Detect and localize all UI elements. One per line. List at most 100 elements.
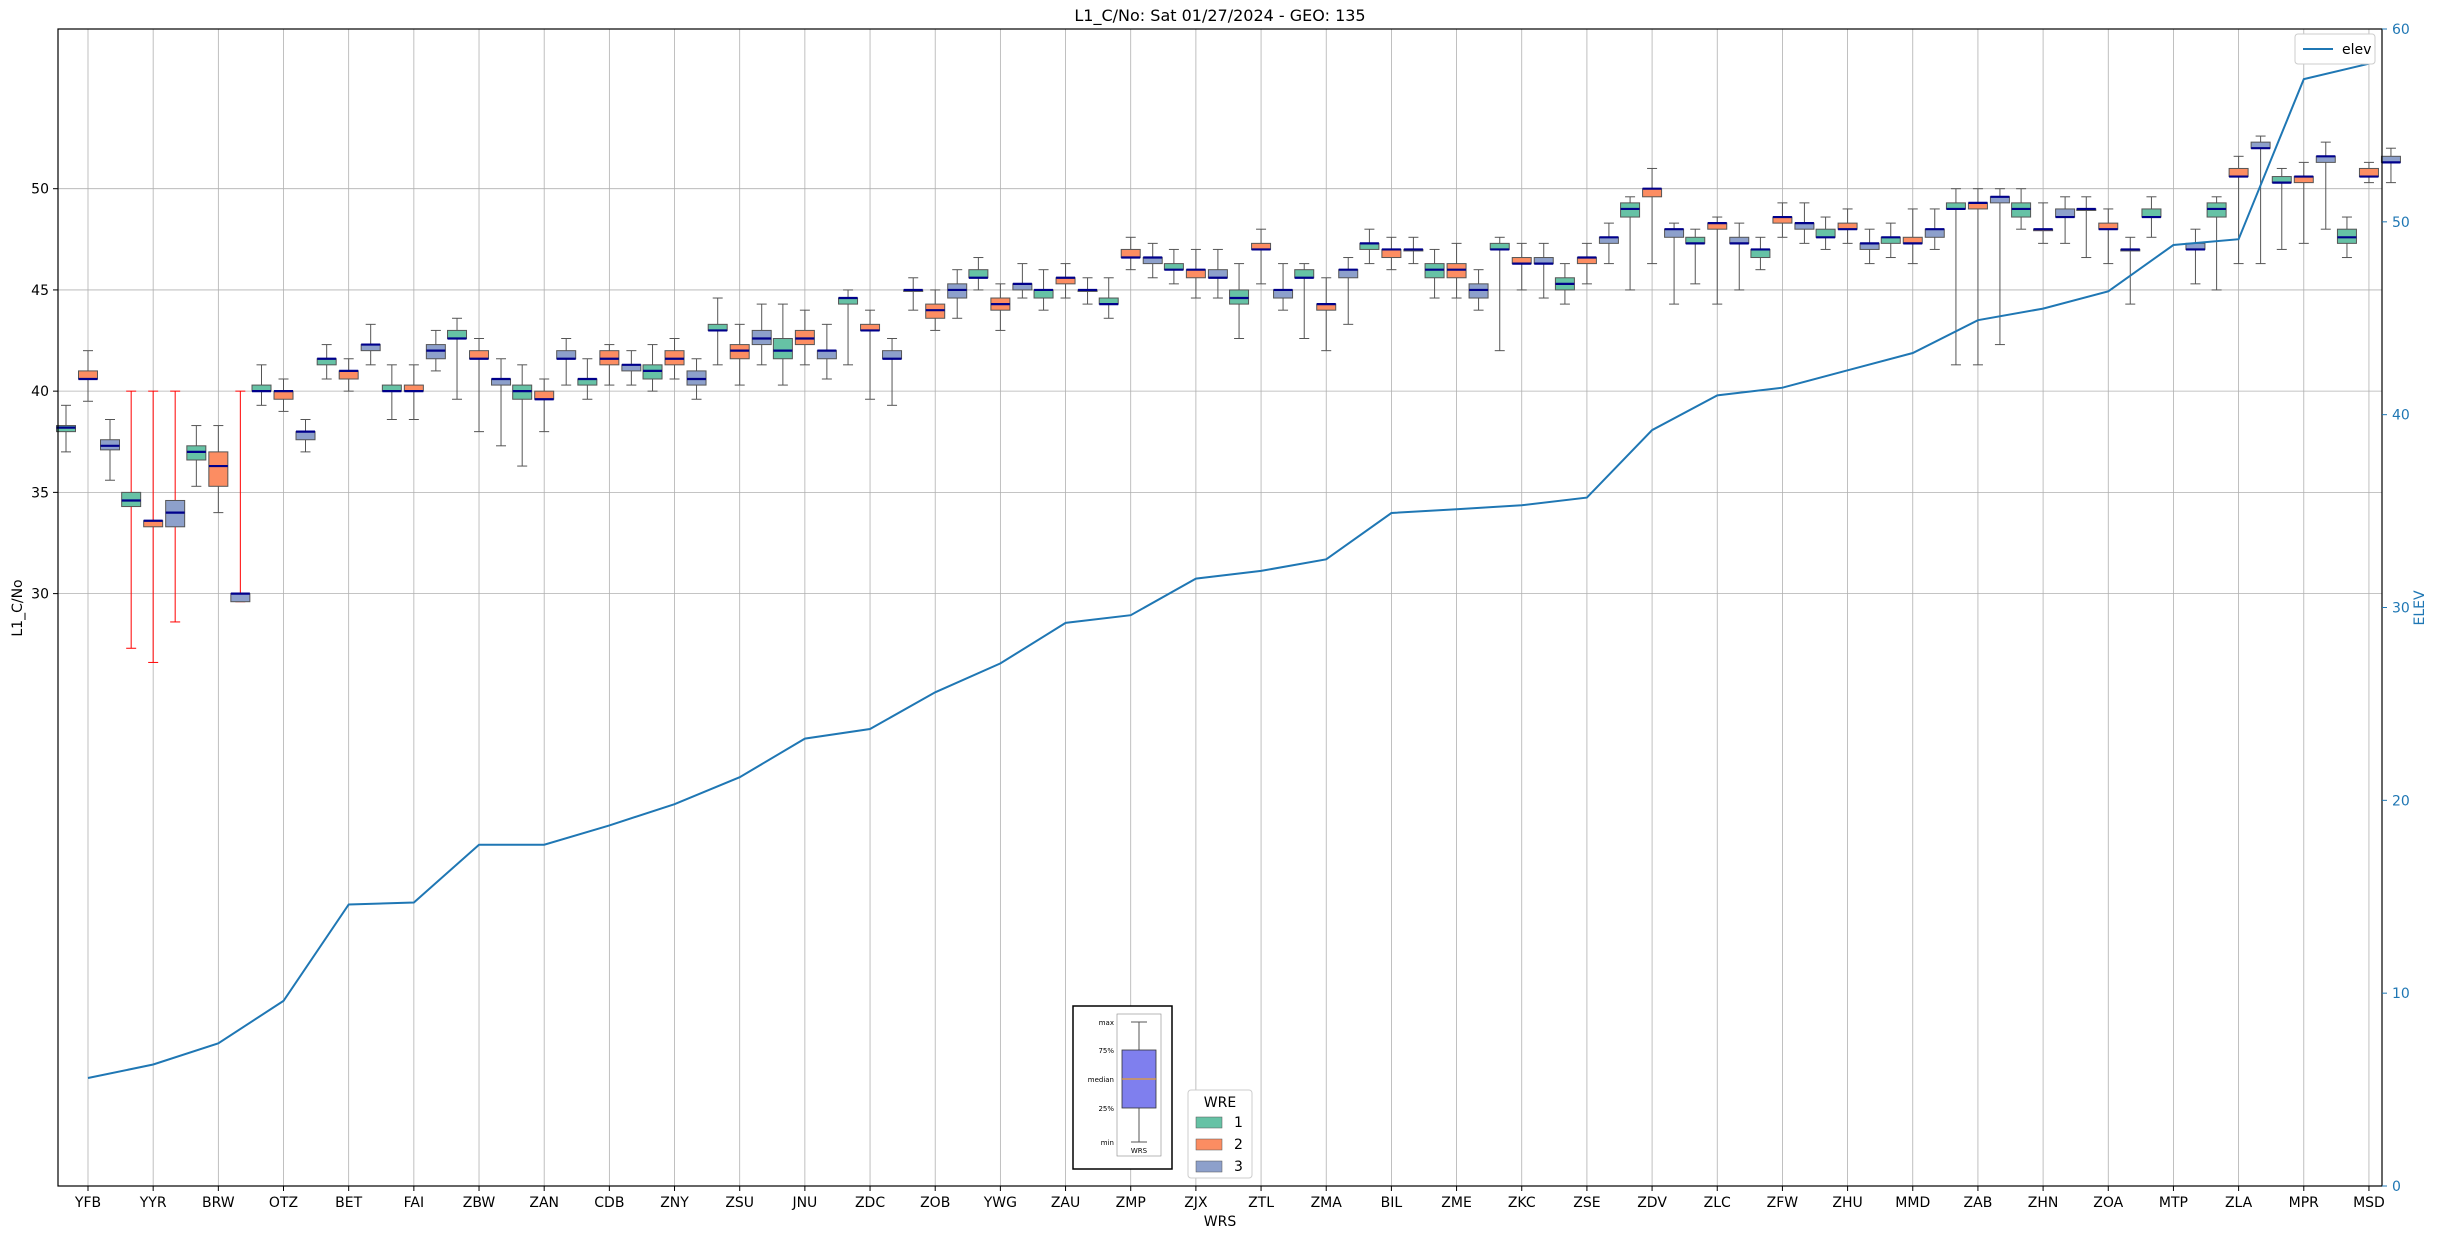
box-plot bbox=[1880, 222, 1901, 259]
box-plot bbox=[316, 344, 337, 380]
box-iqr bbox=[1120, 248, 1141, 259]
x-tick-label: ZBW bbox=[463, 1195, 496, 1211]
chart-title: L1_C/No: Sat 01/27/2024 - GEO: 135 bbox=[1074, 6, 1365, 26]
box-plot bbox=[772, 303, 793, 386]
box-plot bbox=[794, 309, 815, 366]
wre-swatch-1 bbox=[1195, 1116, 1223, 1129]
box-plot bbox=[1924, 208, 1945, 250]
box-plot bbox=[1489, 236, 1510, 352]
box-plot bbox=[729, 323, 750, 386]
box-plot bbox=[1207, 248, 1228, 299]
box-plot bbox=[1381, 236, 1402, 271]
box-plot bbox=[338, 358, 359, 392]
x-tick-label: ZDV bbox=[1637, 1195, 1667, 1211]
box-plot bbox=[1359, 228, 1380, 265]
box-plot bbox=[121, 390, 142, 649]
box-plot bbox=[1664, 222, 1685, 305]
box-plot bbox=[381, 364, 402, 420]
box-plot bbox=[1576, 242, 1597, 285]
x-tick-label: ZMA bbox=[1311, 1195, 1343, 1211]
box-plot bbox=[1142, 242, 1163, 279]
x-tick-label: MSD bbox=[2353, 1195, 2385, 1211]
box-plot bbox=[1163, 248, 1184, 285]
box-plot bbox=[2315, 141, 2336, 230]
plot-frame bbox=[57, 28, 2383, 1187]
y2-tick-label: 60 bbox=[2392, 22, 2410, 38]
box-plot bbox=[2380, 147, 2401, 184]
y-axis-left: 30 35 40 45 50 bbox=[31, 182, 58, 603]
box-iqr bbox=[1338, 269, 1359, 279]
box-plot bbox=[2141, 196, 2162, 238]
x-tick-label: ZSE bbox=[1573, 1195, 1600, 1211]
box-iqr bbox=[1642, 188, 1663, 198]
box-iqr bbox=[273, 390, 294, 400]
x-tick-label: ZOB bbox=[920, 1195, 950, 1211]
box-plot bbox=[447, 317, 468, 400]
box-plot bbox=[1598, 222, 1619, 265]
box-plot bbox=[642, 344, 663, 392]
box-plot bbox=[186, 425, 207, 487]
box-iqr bbox=[1273, 289, 1294, 299]
key-label-max: max bbox=[1099, 1019, 1114, 1027]
box-plot bbox=[1707, 216, 1728, 305]
box-plot bbox=[469, 338, 490, 433]
x-tick-label: ZDC bbox=[855, 1195, 885, 1211]
box-plot bbox=[1685, 228, 1706, 285]
box-plots bbox=[56, 135, 2401, 663]
box-plot bbox=[2271, 167, 2292, 250]
box-plot bbox=[1468, 269, 1489, 311]
box-plot bbox=[1294, 263, 1315, 340]
y-tick-label: 35 bbox=[31, 485, 49, 501]
box-iqr bbox=[2055, 208, 2076, 218]
key-label-25: 25% bbox=[1098, 1105, 1114, 1113]
box-plot bbox=[2011, 188, 2032, 230]
box-iqr bbox=[78, 370, 98, 380]
box-plot bbox=[1424, 248, 1445, 299]
elev-line-layer bbox=[87, 62, 2370, 1079]
y2-tick-label: 20 bbox=[2392, 793, 2410, 809]
x-tick-label: CDB bbox=[594, 1195, 624, 1211]
wre-legend: WRE 1 2 3 bbox=[1187, 1089, 1253, 1179]
wre-legend-box bbox=[1187, 1089, 1253, 1179]
key-xlabel: WRS bbox=[1131, 1147, 1148, 1155]
box-iqr bbox=[1185, 269, 1206, 279]
x-tick-label: ZFW bbox=[1767, 1195, 1799, 1211]
box-plot bbox=[56, 404, 76, 453]
box-iqr bbox=[882, 350, 903, 360]
box-plot bbox=[1750, 236, 1771, 271]
box-plot bbox=[1859, 228, 1880, 265]
box-plot bbox=[2185, 228, 2206, 285]
box-plot bbox=[556, 338, 577, 386]
box-plot bbox=[2076, 196, 2097, 259]
x-tick-label: JNU bbox=[791, 1195, 817, 1211]
x-tick-label: MMD bbox=[1895, 1195, 1930, 1211]
wre-swatch-3 bbox=[1195, 1160, 1223, 1173]
y-tick-label: 50 bbox=[31, 182, 49, 198]
elev-line bbox=[87, 62, 2370, 1079]
box-plot bbox=[208, 425, 229, 514]
box-iqr bbox=[2228, 167, 2249, 178]
box-plot bbox=[707, 297, 728, 366]
x-tick-label: ZHN bbox=[2028, 1195, 2059, 1211]
box-plot bbox=[1642, 167, 1663, 265]
x-tick-label: YYR bbox=[139, 1195, 167, 1211]
box-plot bbox=[751, 303, 772, 366]
box-plot bbox=[1338, 257, 1359, 325]
box-plot bbox=[273, 378, 294, 412]
box-plot bbox=[664, 338, 685, 380]
elev-legend-label: elev bbox=[2342, 42, 2371, 58]
box-plot bbox=[577, 358, 598, 400]
box-plot bbox=[403, 364, 424, 420]
box-iqr bbox=[1033, 289, 1054, 299]
box-plot bbox=[100, 418, 120, 481]
box-iqr bbox=[1750, 248, 1771, 259]
x-tick-label: YFB bbox=[74, 1195, 101, 1211]
box-plot bbox=[838, 289, 859, 366]
y-tick-label: 30 bbox=[31, 587, 49, 603]
wre-legend-title: WRE bbox=[1204, 1095, 1236, 1111]
x-tick-label: MTP bbox=[2159, 1195, 2188, 1211]
box-iqr bbox=[534, 390, 555, 400]
x-tick-label: YWG bbox=[983, 1195, 1017, 1211]
box-plot bbox=[425, 329, 446, 372]
x-tick-label: ZTL bbox=[1248, 1195, 1274, 1211]
